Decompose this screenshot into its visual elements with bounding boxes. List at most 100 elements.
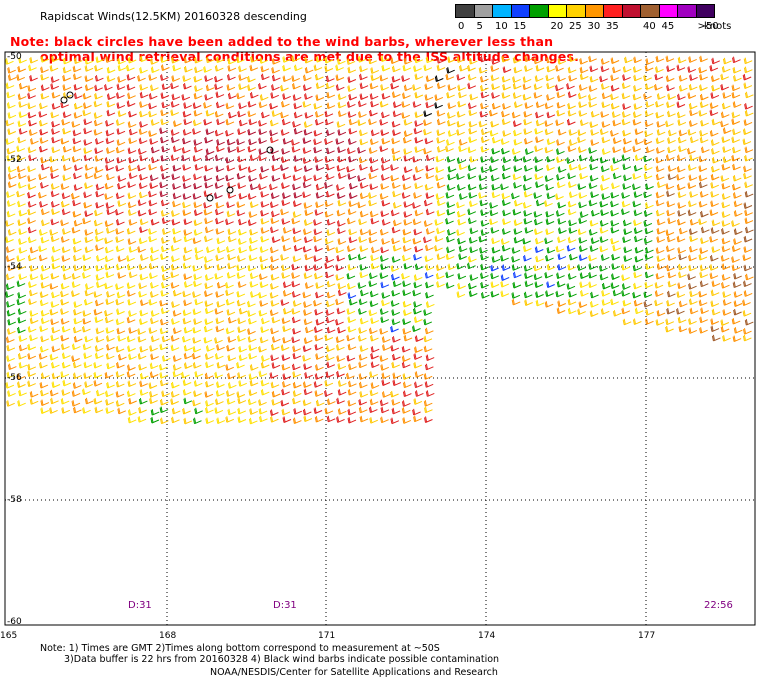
wind-barb — [72, 237, 82, 245]
wind-barb — [61, 361, 71, 369]
wind-barb — [368, 272, 378, 280]
wind-barb — [238, 354, 248, 362]
wind-barb — [271, 362, 281, 369]
wind-barb — [315, 183, 325, 191]
wind-barb — [391, 137, 400, 145]
wind-barb — [379, 399, 389, 407]
wind-barb — [655, 165, 665, 173]
wind-barb — [62, 84, 72, 91]
wind-barb — [369, 82, 379, 90]
wind-barb — [545, 228, 554, 236]
footer-note-line1: Note: 1) Times are GMT 2)Times along bot… — [40, 643, 440, 654]
wind-barb — [205, 128, 215, 136]
wind-barb — [73, 406, 82, 414]
wind-barb — [271, 164, 281, 172]
wind-barb — [688, 84, 698, 91]
longitude-label: 174 — [478, 631, 496, 641]
wind-barb — [414, 166, 424, 173]
wind-barb — [105, 390, 114, 398]
wind-barb — [227, 74, 236, 81]
wind-barb — [546, 65, 556, 73]
wind-barb — [126, 316, 136, 324]
wind-barb — [7, 74, 17, 81]
wind-barb — [281, 118, 291, 126]
wind-barb — [38, 353, 48, 360]
wind-barb — [16, 255, 26, 262]
wind-barb — [392, 129, 401, 136]
wind-barb — [434, 245, 443, 252]
wind-barb — [270, 381, 280, 389]
wind-barb — [599, 156, 609, 164]
wind-barb — [71, 281, 81, 288]
wind-barb — [348, 298, 358, 306]
wind-barb — [700, 237, 709, 245]
wind-barb — [216, 362, 226, 369]
wind-barb — [314, 309, 323, 316]
wind-barb — [379, 119, 388, 126]
wind-barb — [457, 282, 466, 290]
wind-barb — [513, 66, 523, 74]
wind-barb — [403, 148, 412, 155]
wind-barb — [566, 245, 576, 252]
wind-barb — [313, 146, 322, 154]
wind-barb — [446, 67, 455, 74]
wind-barb — [62, 146, 72, 153]
wind-barb — [193, 146, 203, 153]
wind-barb — [115, 381, 125, 388]
wind-barb — [688, 228, 698, 235]
wind-barb — [502, 209, 511, 217]
wind-barb — [18, 238, 27, 245]
wind-barb — [567, 110, 577, 117]
wind-barb — [292, 397, 301, 405]
wind-barb — [115, 119, 125, 126]
wind-barb — [677, 316, 687, 324]
wind-barb — [524, 272, 533, 279]
wind-barb — [140, 299, 149, 307]
wind-barb — [105, 202, 115, 209]
wind-barb — [227, 336, 237, 343]
wind-barb — [282, 64, 291, 72]
wind-barb — [600, 65, 610, 73]
wind-barb — [18, 362, 28, 369]
wind-barb — [324, 181, 333, 189]
wind-barb — [150, 409, 160, 416]
wind-barb — [655, 66, 664, 73]
wind-barb — [402, 280, 411, 288]
wind-barb — [106, 362, 115, 370]
wind-barb — [512, 281, 522, 289]
wind-barb — [106, 66, 116, 74]
wind-barb — [578, 245, 588, 252]
wind-barb — [84, 84, 94, 91]
wind-barb — [40, 317, 50, 325]
legend-swatch — [695, 4, 715, 18]
wind-barb — [490, 281, 500, 288]
wind-barb — [161, 173, 170, 180]
wind-barb — [183, 66, 193, 73]
wind-barb — [457, 237, 466, 245]
wind-barb — [82, 407, 91, 414]
wind-barb — [117, 58, 126, 65]
wind-barb — [654, 282, 664, 289]
wind-barb — [73, 254, 82, 262]
wind-barb — [478, 174, 488, 181]
wind-barb — [94, 228, 104, 236]
wind-barb — [480, 156, 489, 163]
wind-barb — [139, 380, 148, 388]
wind-barb — [71, 156, 81, 163]
wind-barb — [699, 271, 708, 279]
wind-barb — [643, 74, 652, 82]
wind-barb — [160, 307, 170, 315]
wind-barb — [380, 364, 389, 371]
wind-barb — [5, 273, 15, 281]
wind-barb — [645, 263, 654, 270]
wind-barb — [60, 219, 69, 227]
wind-barb — [413, 192, 422, 199]
wind-barb — [414, 91, 424, 99]
wind-barb — [622, 236, 631, 244]
wind-barb — [73, 172, 82, 180]
wind-barb — [655, 199, 665, 207]
wind-barb — [106, 344, 115, 351]
wind-barb — [666, 200, 676, 208]
wind-barb — [380, 55, 390, 63]
wind-barb — [27, 183, 37, 190]
